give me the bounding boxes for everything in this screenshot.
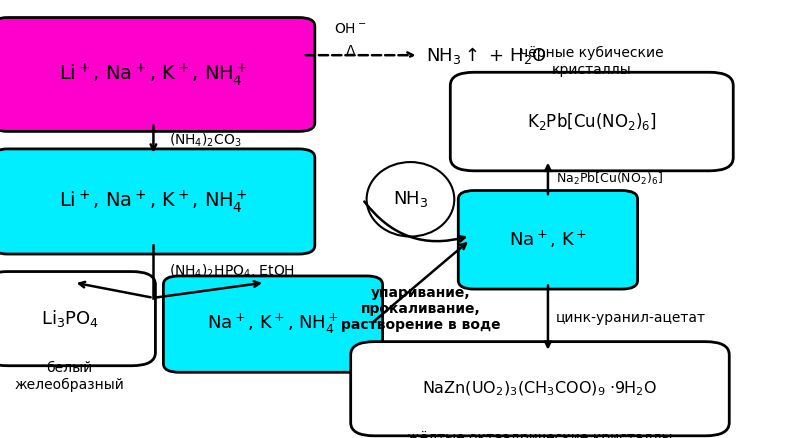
Text: NH$_3$: NH$_3$ [393, 189, 428, 209]
Text: Li$^+$, Na$^+$, K$^+$, NH$_4^+$: Li$^+$, Na$^+$, K$^+$, NH$_4^+$ [59, 188, 248, 215]
Text: жёлтые октаэдрические кристаллы: жёлтые октаэдрические кристаллы [407, 431, 673, 438]
Text: Li$_3$PO$_4$: Li$_3$PO$_4$ [41, 308, 99, 329]
Text: $\Delta$: $\Delta$ [345, 44, 356, 58]
FancyBboxPatch shape [163, 276, 383, 372]
FancyBboxPatch shape [450, 72, 733, 171]
Text: чёрные кубические
кристаллы: чёрные кубические кристаллы [520, 46, 664, 77]
FancyBboxPatch shape [0, 272, 155, 366]
Text: (NH$_4$)$_2$HPO$_4$, EtOH: (NH$_4$)$_2$HPO$_4$, EtOH [169, 263, 296, 280]
Text: NaZn(UO$_2$)$_3$(CH$_3$COO)$_9$ $\cdot$9H$_2$O: NaZn(UO$_2$)$_3$(CH$_3$COO)$_9$ $\cdot$9… [422, 379, 658, 398]
FancyBboxPatch shape [458, 191, 638, 289]
Text: белый
желеобразный: белый желеобразный [15, 361, 124, 392]
Text: OH$^-$: OH$^-$ [335, 22, 367, 36]
Text: цинк-уранил-ацетат: цинк-уранил-ацетат [556, 311, 706, 325]
FancyBboxPatch shape [351, 342, 729, 436]
FancyBboxPatch shape [0, 149, 315, 254]
Text: Na$^+$, K$^+$, NH$_4^+$: Na$^+$, K$^+$, NH$_4^+$ [207, 312, 339, 336]
Text: Na$^+$, K$^+$: Na$^+$, K$^+$ [509, 229, 587, 251]
Ellipse shape [367, 162, 454, 237]
Text: NH$_3$$\uparrow$ + H$_2$O: NH$_3$$\uparrow$ + H$_2$O [426, 45, 548, 66]
FancyBboxPatch shape [0, 18, 315, 131]
Text: (NH$_4$)$_2$CO$_3$: (NH$_4$)$_2$CO$_3$ [169, 131, 242, 149]
Text: K$_2$Pb[Cu(NO$_2$)$_6$]: K$_2$Pb[Cu(NO$_2$)$_6$] [527, 111, 657, 132]
Text: упаривание,
прокаливание,
растворение в воде: упаривание, прокаливание, растворение в … [340, 286, 501, 332]
Text: Li$^+$, Na$^+$, K$^+$, NH$_4^+$: Li$^+$, Na$^+$, K$^+$, NH$_4^+$ [59, 61, 248, 88]
Text: Na$_2$Pb[Cu(NO$_2$)$_6$]: Na$_2$Pb[Cu(NO$_2$)$_6$] [556, 170, 663, 187]
